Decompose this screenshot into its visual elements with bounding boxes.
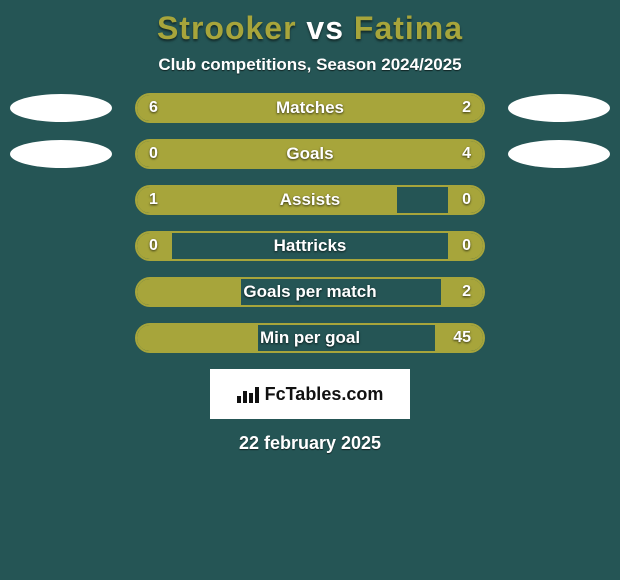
footer-logo-text: FcTables.com <box>265 384 384 405</box>
bar-left-value: 0 <box>149 145 158 163</box>
bar-track: Matches62 <box>135 93 485 123</box>
player1-placeholder-icon <box>10 140 112 168</box>
bar-left-value: 0 <box>149 237 158 255</box>
title-player1: Strooker <box>157 10 297 46</box>
footer-date: 22 february 2025 <box>0 433 620 454</box>
bar-right-value: 45 <box>453 329 471 347</box>
comparison-row: Goals per match2 <box>0 277 620 307</box>
subtitle: Club competitions, Season 2024/2025 <box>0 55 620 75</box>
bar-right-value: 2 <box>462 99 471 117</box>
comparison-row: Hattricks0 0 <box>0 231 620 261</box>
bar-track: Goals per match2 <box>135 277 485 307</box>
bar-track: Assists10 <box>135 185 485 215</box>
title: Strooker vs Fatima <box>0 10 620 47</box>
bar-left-fill <box>137 187 397 213</box>
bar-right-value: 2 <box>462 283 471 301</box>
bar-metric-label: Hattricks <box>137 236 483 256</box>
player1-placeholder-icon <box>10 94 112 122</box>
bar-left-fill <box>137 141 199 167</box>
bar-chart-icon <box>237 385 259 403</box>
bar-track: Goals04 <box>135 139 485 169</box>
comparison-row: Matches62 <box>0 93 620 123</box>
player2-placeholder-icon <box>508 140 610 168</box>
comparison-card: Strooker vs Fatima Club competitions, Se… <box>0 0 620 580</box>
bar-left-value: 6 <box>149 99 158 117</box>
bar-track: Hattricks0 0 <box>135 231 485 261</box>
bar-right-value: 0 <box>462 191 471 209</box>
bar-left-value: 1 <box>149 191 158 209</box>
comparison-row: Min per goal45 <box>0 323 620 353</box>
bar-right-fill <box>199 141 483 167</box>
player2-placeholder-icon <box>508 94 610 122</box>
bar-left-fill <box>137 325 258 351</box>
bar-track: Min per goal45 <box>135 323 485 353</box>
comparison-row: Assists10 <box>0 185 620 215</box>
title-vs: vs <box>306 10 344 46</box>
comparison-row: Goals04 <box>0 139 620 169</box>
bar-left-fill <box>137 279 241 305</box>
comparison-rows: Matches62Goals04Assists10Hattricks00Goal… <box>0 93 620 353</box>
bar-left-fill <box>137 95 397 121</box>
bar-right-value: 4 <box>462 145 471 163</box>
title-player2: Fatima <box>354 10 463 46</box>
bar-right-value: 0 <box>462 237 471 255</box>
footer-logo[interactable]: FcTables.com <box>210 369 410 419</box>
